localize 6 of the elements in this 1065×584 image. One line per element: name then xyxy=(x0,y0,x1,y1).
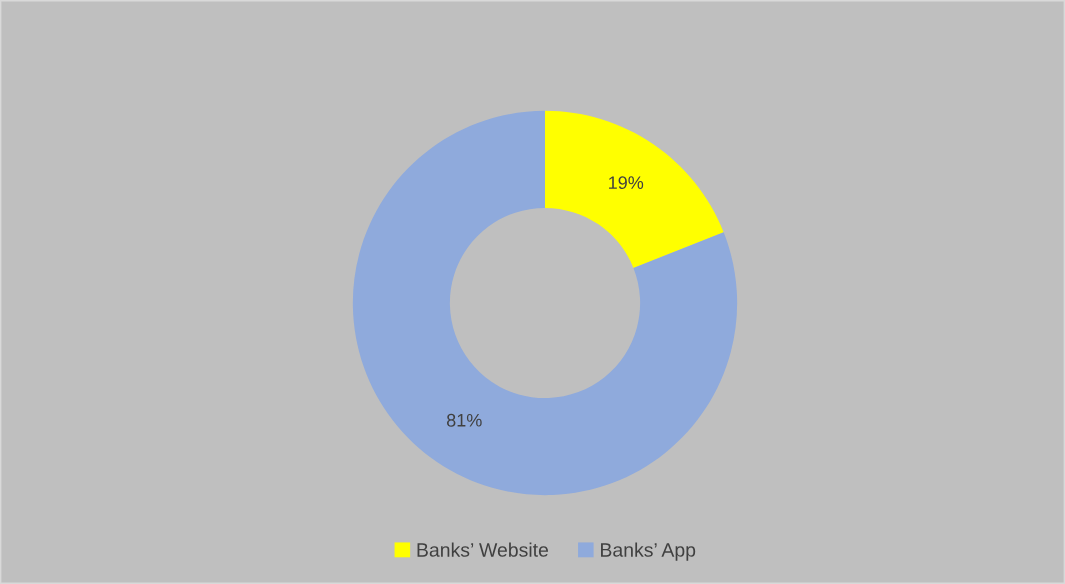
data-label: 19% xyxy=(609,176,644,190)
donut-slice xyxy=(545,110,724,268)
data-label: 81% xyxy=(446,413,482,427)
donut-slice xyxy=(352,110,738,496)
legend-label: Banks’ App xyxy=(601,542,696,561)
legend-label: Banks’ Website xyxy=(417,542,549,557)
